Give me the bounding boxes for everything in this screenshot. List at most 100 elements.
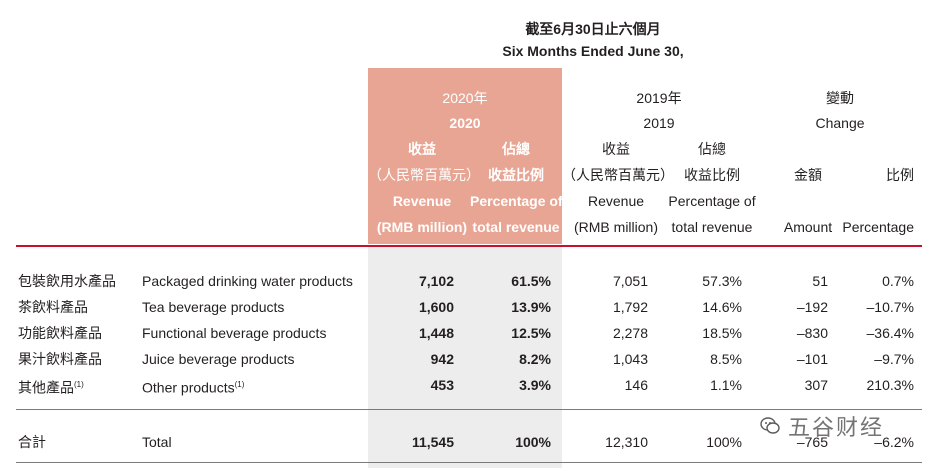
pct-2019-en1: Percentage of bbox=[668, 193, 756, 209]
change-pct-en: Percentage bbox=[842, 219, 914, 235]
total-pct-2019: 100% bbox=[706, 434, 742, 450]
rev-2019: 1,043 bbox=[612, 351, 648, 367]
table-row: 其他產品(1) Other products(1) 453 3.9% 146 1… bbox=[0, 372, 928, 398]
pct-2019-en2: total revenue bbox=[671, 219, 753, 235]
change-amount: 307 bbox=[804, 377, 828, 393]
change-amount: –830 bbox=[796, 325, 828, 341]
pct-2020: 12.5% bbox=[511, 325, 551, 341]
pct-2020-en1: Percentage of bbox=[470, 193, 563, 209]
change-pct: –36.4% bbox=[866, 325, 914, 341]
header-2020-revenue: 收益 （人民幣百萬元） Revenue (RMB million) bbox=[368, 136, 480, 240]
rev-2020: 942 bbox=[430, 351, 454, 367]
header-2020-year: 2020年 2020 bbox=[368, 86, 562, 136]
header-change: 變動 Change bbox=[770, 86, 910, 136]
change-amount: –192 bbox=[796, 299, 828, 315]
header-2019-pct: 佔總 收益比例 Percentage of total revenue bbox=[664, 136, 760, 240]
change-pct: –10.7% bbox=[866, 299, 914, 315]
pct-2019-zh1: 佔總 bbox=[698, 141, 726, 157]
table-row: 茶飲料產品 Tea beverage products 1,600 13.9% … bbox=[0, 294, 928, 320]
highlight-2020-header bbox=[368, 68, 562, 244]
change-amount: 51 bbox=[812, 273, 828, 289]
total-row: 合計 Total 11,545 100% 12,310 100% –765 –6… bbox=[0, 429, 928, 455]
pct-2020-zh2: 收益比例 bbox=[488, 167, 544, 183]
rev-2020-en2: (RMB million) bbox=[376, 219, 468, 235]
pct-2020-zh1: 佔總 bbox=[502, 141, 530, 157]
bottom-rule bbox=[16, 462, 922, 463]
rev-2019-en2: (RMB million) bbox=[574, 219, 658, 235]
change-zh: 變動 bbox=[826, 90, 854, 106]
pct-2019: 14.6% bbox=[702, 299, 742, 315]
change-en: Change bbox=[815, 115, 865, 131]
pct-2019: 18.5% bbox=[702, 325, 742, 341]
pct-2020-en2: total revenue bbox=[472, 219, 560, 235]
table-row: 果汁飲料產品 Juice beverage products 942 8.2% … bbox=[0, 346, 928, 372]
total-label-zh: 合計 bbox=[18, 434, 46, 450]
pct-2019: 1.1% bbox=[710, 377, 742, 393]
rev-2019-en1: Revenue bbox=[587, 193, 645, 209]
rev-2020-zh2: （人民幣百萬元） bbox=[368, 167, 480, 183]
rev-2019: 146 bbox=[624, 377, 648, 393]
period-en: Six Months Ended June 30, bbox=[502, 43, 684, 59]
rev-2020: 7,102 bbox=[418, 273, 454, 289]
pct-2019-zh2: 收益比例 bbox=[684, 167, 740, 183]
row-label-en: Packaged drinking water products bbox=[142, 273, 353, 289]
year-2019-en: 2019 bbox=[643, 115, 675, 131]
total-rule bbox=[16, 409, 922, 410]
header-2019-revenue: 收益 （人民幣百萬元） Revenue (RMB million) bbox=[562, 136, 674, 240]
rev-2019: 1,792 bbox=[612, 299, 648, 315]
total-pct-2020: 100% bbox=[515, 434, 551, 450]
table-row: 包裝飲用水產品 Packaged drinking water products… bbox=[0, 268, 928, 294]
footnote-marker: (1) bbox=[74, 380, 84, 389]
table-row: 功能飲料產品 Functional beverage products 1,44… bbox=[0, 320, 928, 346]
row-label-en: Tea beverage products bbox=[142, 299, 285, 315]
row-label-zh-text: 其他產品 bbox=[18, 379, 74, 396]
pct-2020: 3.9% bbox=[519, 377, 551, 393]
row-label-en: Juice beverage products bbox=[142, 351, 295, 367]
rev-2019: 7,051 bbox=[612, 273, 648, 289]
total-label-en: Total bbox=[142, 434, 172, 450]
footnote-marker: (1) bbox=[234, 380, 245, 389]
amount-en: Amount bbox=[783, 219, 833, 235]
row-label-en-text: Other products bbox=[142, 379, 235, 396]
change-pct: 210.3% bbox=[866, 377, 914, 393]
year-2020-en: 2020 bbox=[449, 115, 481, 131]
header-rule bbox=[16, 245, 922, 247]
year-2020-zh: 2020年 bbox=[442, 90, 488, 106]
rev-2019: 2,278 bbox=[612, 325, 648, 341]
change-pct: –9.7% bbox=[874, 351, 914, 367]
rev-2020-en1: Revenue bbox=[392, 193, 452, 209]
wechat-icon bbox=[760, 417, 780, 434]
year-2019-zh: 2019年 bbox=[636, 90, 682, 106]
pct-2020: 8.2% bbox=[519, 351, 551, 367]
row-label-zh: 茶飲料產品 bbox=[18, 299, 88, 315]
pct-2019: 57.3% bbox=[702, 273, 742, 289]
total-change-pct: –6.2% bbox=[874, 434, 914, 450]
highlight-2020-body bbox=[368, 246, 562, 468]
row-label-en: Functional beverage products bbox=[142, 325, 327, 341]
header-2020-pct: 佔總 收益比例 Percentage of total revenue bbox=[470, 136, 563, 240]
rev-2020: 453 bbox=[430, 377, 454, 393]
amount-zh: 金額 bbox=[794, 167, 822, 183]
pct-2019: 8.5% bbox=[710, 351, 742, 367]
watermark-text: 五谷财经 bbox=[788, 415, 885, 440]
total-change-amount: –765 bbox=[796, 434, 828, 450]
row-label-zh: 功能飲料產品 bbox=[18, 325, 102, 341]
header-change-pct: 比例 Percentage bbox=[842, 162, 914, 240]
rev-2020-zh1: 收益 bbox=[408, 141, 436, 157]
pct-2020: 61.5% bbox=[511, 273, 551, 289]
rev-2020: 1,600 bbox=[418, 299, 454, 315]
change-amount: –101 bbox=[796, 351, 828, 367]
rev-2020: 1,448 bbox=[418, 325, 454, 341]
pct-2020: 13.9% bbox=[511, 299, 551, 315]
period-zh: 截至6月30日止六個月 bbox=[525, 21, 661, 37]
period-header: 截至6月30日止六個月 Six Months Ended June 30, bbox=[370, 18, 816, 62]
rev-2019-zh2: （人民幣百萬元） bbox=[562, 167, 674, 183]
row-label-zh: 包裝飲用水產品 bbox=[18, 273, 116, 289]
change-pct-zh: 比例 bbox=[886, 167, 914, 183]
row-label-zh: 果汁飲料產品 bbox=[18, 351, 102, 367]
change-pct: 0.7% bbox=[882, 273, 914, 289]
row-label-zh: 其他產品(1) bbox=[18, 372, 84, 401]
total-rev-2019: 12,310 bbox=[605, 434, 648, 450]
row-label-en: Other products(1) bbox=[142, 372, 244, 401]
rev-2019-zh1: 收益 bbox=[602, 141, 630, 157]
